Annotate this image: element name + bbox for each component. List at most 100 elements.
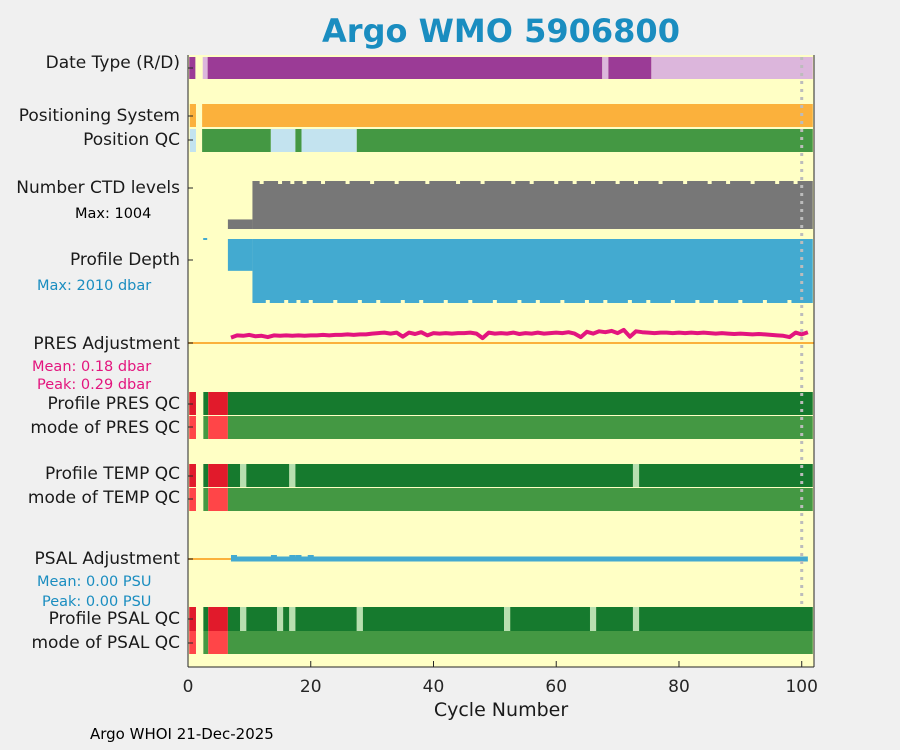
position-qc-segment-2 (270, 129, 296, 152)
row-label-profile-psal-qc: Profile PSAL QC (48, 609, 180, 629)
ctd-levels-dip-16 (615, 181, 620, 184)
profile-depth-bar-1 (252, 239, 813, 303)
profile-depth-dip-23 (762, 300, 767, 303)
profile-depth-dip-8 (419, 300, 424, 303)
date-type-segment-1 (202, 57, 208, 79)
position-qc-segment-5 (356, 129, 813, 152)
plot-background (188, 55, 814, 667)
profile-psal-qc-segment-8 (289, 607, 296, 631)
date-type-segment-4 (608, 57, 652, 79)
chart-title: Argo WMO 5906800 (322, 12, 680, 50)
profile-temp-qc-segment-5 (246, 464, 290, 487)
ctd-levels-dip-8 (425, 181, 430, 184)
x-tick-label-100: 100 (785, 677, 817, 697)
profile-temp-qc-segment-8 (632, 464, 640, 487)
ctd-levels-dip-15 (591, 181, 596, 184)
ctd-levels-dip-1 (278, 181, 283, 184)
profile-pres-qc-segment-3 (227, 392, 813, 415)
psal-adjustment-bump-0 (231, 555, 238, 560)
profile-temp-qc-segment-2 (208, 464, 228, 487)
psal-mean-label: Mean: 0.00 PSU (37, 574, 152, 590)
profile-depth-dip-2 (296, 300, 301, 303)
row-label-position-qc: Position QC (83, 130, 180, 150)
x-tick-label-40: 40 (423, 677, 445, 697)
date-type-segment-3 (602, 57, 609, 79)
profile-depth-dip-13 (535, 300, 540, 303)
profile-depth-dip-4 (333, 300, 338, 303)
row-label-profile-temp-qc: Profile TEMP QC (45, 464, 180, 484)
profile-depth-dip-18 (646, 300, 651, 303)
ctd-levels-dip-12 (529, 181, 534, 184)
profile-depth-early-point-0 (203, 238, 208, 240)
profile-psal-qc-segment-11 (362, 607, 505, 631)
ctd-levels-dip-3 (302, 181, 307, 184)
profile-temp-qc-segment-3 (227, 464, 241, 487)
x-tick-label-20: 20 (300, 677, 322, 697)
row-label-psal-adjustment: PSAL Adjustment (34, 549, 180, 569)
profile-psal-qc-segment-4 (240, 607, 247, 631)
row-label-positioning-system: Positioning System (18, 106, 180, 126)
profile-depth-dip-19 (670, 300, 675, 303)
ctd-levels-dip-19 (683, 181, 688, 184)
x-tick-label-0: 0 (183, 677, 194, 697)
ctd-levels-bar-1 (252, 181, 813, 229)
profile-depth-dip-5 (357, 300, 362, 303)
position-qc-segment-1 (202, 129, 271, 152)
profile-depth-dip-14 (560, 300, 565, 303)
mode-pres-qc-segment-2 (208, 416, 228, 439)
ctd-levels-dip-13 (554, 181, 559, 184)
mode-temp-qc-segment-1 (203, 488, 209, 511)
mode-pres-qc-segment-3 (227, 416, 813, 439)
profile-psal-qc-segment-7 (283, 607, 290, 631)
ctd-levels-dip-14 (572, 181, 577, 184)
profile-depth-dip-9 (443, 300, 448, 303)
psal-peak-label: Peak: 0.00 PSU (42, 594, 152, 610)
profile-depth-dip-20 (695, 300, 700, 303)
ctd-levels-dip-9 (456, 181, 461, 184)
profile-depth-dip-22 (738, 300, 743, 303)
profile-depth-dip-10 (468, 300, 473, 303)
footer-credit: Argo WHOI 21-Dec-2025 (90, 725, 274, 743)
psal-adjustment-bump-1 (270, 555, 277, 560)
psal-adjustment-bump-3 (295, 555, 302, 560)
psal-adjustment-bump-4 (307, 555, 314, 560)
profile-psal-qc-segment-14 (589, 607, 597, 631)
positioning-system-segment-1 (202, 104, 813, 127)
ctd-levels-dip-22 (750, 181, 755, 184)
mode-pres-qc-segment-1 (203, 416, 209, 439)
profile-depth-dip-7 (400, 300, 405, 303)
pres-mean-label: Mean: 0.18 dbar (32, 359, 152, 375)
profile-temp-qc-segment-7 (295, 464, 633, 487)
profile-temp-qc-segment-1 (203, 464, 209, 487)
profile-depth-dip-12 (517, 300, 522, 303)
x-tick-label-60: 60 (545, 677, 567, 697)
ctd-levels-dip-10 (480, 181, 485, 184)
pres-adjustment-line (230, 327, 809, 341)
profile-psal-qc-segment-13 (510, 607, 590, 631)
row-label-mode-temp-qc: mode of TEMP QC (27, 488, 180, 508)
ctd-levels-dip-6 (370, 181, 375, 184)
profile-depth-dip-21 (713, 300, 718, 303)
depth-max-label: Max: 2010 dbar (37, 278, 152, 294)
ctd-max-label: Max: 1004 (75, 206, 152, 222)
profile-depth-dip-15 (584, 300, 589, 303)
profile-psal-qc-segment-17 (639, 607, 813, 631)
row-label-mode-pres-qc: mode of PRES QC (30, 418, 180, 438)
date-type-segment-2 (207, 57, 603, 79)
profile-depth-dip-3 (308, 300, 313, 303)
mode-psal-qc-segment-3 (227, 631, 813, 654)
profile-depth-dip-0 (265, 300, 270, 303)
x-tick-label-80: 80 (668, 677, 690, 697)
row-label-profile-pres-qc: Profile PRES QC (47, 394, 180, 414)
ctd-levels-dip-23 (775, 181, 780, 184)
profile-depth-dip-16 (603, 300, 608, 303)
position-qc-segment-4 (301, 129, 357, 152)
mode-temp-qc-segment-2 (208, 488, 228, 511)
ctd-levels-dip-7 (394, 181, 399, 184)
profile-depth-bar-0 (227, 239, 253, 271)
profile-depth-dip-24 (787, 300, 792, 303)
mode-psal-qc-segment-2 (208, 631, 228, 654)
profile-psal-qc-segment-2 (208, 607, 228, 631)
profile-temp-qc-segment-9 (639, 464, 813, 487)
pres-peak-label: Peak: 0.29 dbar (37, 377, 152, 393)
